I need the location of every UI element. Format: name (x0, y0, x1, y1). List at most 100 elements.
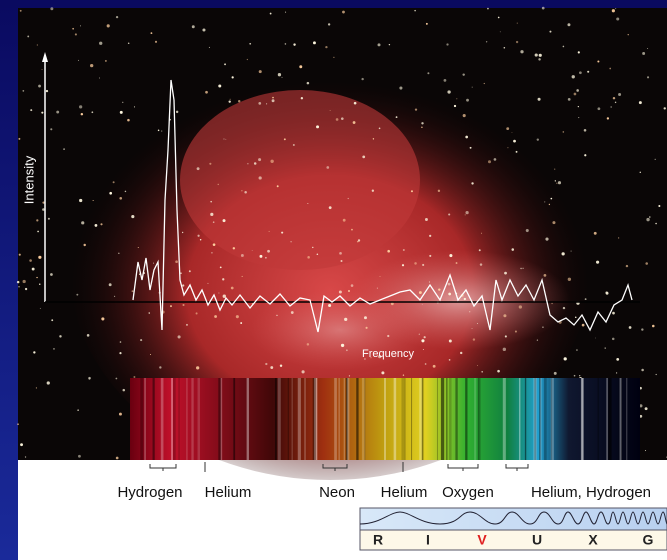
star (351, 229, 353, 231)
star (30, 109, 32, 111)
star (609, 68, 611, 70)
star (618, 93, 621, 96)
star (373, 138, 374, 139)
star (232, 76, 234, 78)
star (149, 312, 150, 313)
star (252, 250, 253, 251)
star (267, 250, 270, 253)
star (558, 181, 561, 184)
star (37, 44, 38, 45)
star (118, 253, 119, 254)
star (158, 130, 160, 132)
star (109, 192, 112, 195)
star (422, 304, 423, 305)
star (205, 91, 208, 94)
star (291, 311, 294, 314)
star (258, 102, 261, 105)
spectral-line (539, 378, 541, 460)
star (421, 122, 423, 124)
star (449, 340, 452, 343)
star (584, 154, 586, 156)
star (209, 163, 211, 165)
star (419, 291, 422, 294)
star (515, 331, 517, 333)
star (481, 233, 482, 234)
star (596, 261, 599, 264)
star (486, 41, 487, 42)
star (182, 304, 184, 306)
star (364, 316, 367, 319)
spectral-line (618, 378, 619, 460)
star (504, 47, 506, 49)
star (151, 32, 153, 34)
star (424, 336, 426, 338)
star (56, 111, 59, 114)
star (258, 158, 261, 161)
star (326, 166, 329, 169)
star (155, 41, 157, 43)
star (526, 229, 529, 232)
star (88, 377, 91, 380)
star (307, 256, 310, 259)
star (341, 117, 344, 120)
spectral-line (437, 378, 438, 460)
star (472, 87, 473, 88)
star (32, 268, 35, 271)
star (480, 263, 482, 265)
star (150, 354, 151, 355)
star (471, 182, 473, 184)
star (372, 190, 374, 192)
star (538, 58, 540, 60)
star (538, 98, 541, 101)
star (119, 197, 122, 200)
star (247, 163, 248, 164)
star (378, 43, 381, 46)
star (465, 214, 466, 215)
star (249, 43, 251, 45)
star (161, 130, 162, 131)
star (50, 128, 52, 130)
star (81, 221, 84, 224)
star (568, 98, 571, 101)
star (50, 7, 53, 10)
star (520, 50, 523, 53)
star (78, 455, 81, 458)
star (285, 43, 287, 45)
star (664, 107, 666, 109)
star (223, 295, 226, 298)
star (645, 450, 646, 451)
star (595, 338, 596, 339)
spectral-line (478, 378, 480, 460)
star (422, 264, 424, 266)
spectral-line (419, 378, 422, 460)
star (272, 97, 274, 99)
star (389, 44, 390, 45)
star (25, 456, 26, 457)
spectral-line (404, 378, 405, 460)
band-label: I (426, 532, 430, 548)
line-label: Helium (381, 484, 428, 501)
star (277, 185, 279, 187)
spectral-line (339, 378, 340, 460)
star (39, 283, 40, 284)
star (50, 273, 53, 276)
star (101, 317, 104, 320)
star (119, 352, 121, 354)
star (606, 292, 609, 295)
spectral-line (422, 378, 424, 460)
star (47, 381, 50, 384)
star (316, 125, 319, 128)
star (276, 315, 277, 316)
star (285, 12, 286, 13)
star (116, 457, 119, 460)
star (182, 284, 184, 286)
star (189, 270, 191, 272)
star (639, 101, 642, 104)
star (446, 43, 448, 45)
y-axis-label: Intensity (21, 155, 36, 204)
spectral-line (140, 378, 143, 460)
star (399, 86, 402, 89)
star (23, 280, 26, 283)
star (91, 111, 93, 113)
star (584, 129, 587, 132)
